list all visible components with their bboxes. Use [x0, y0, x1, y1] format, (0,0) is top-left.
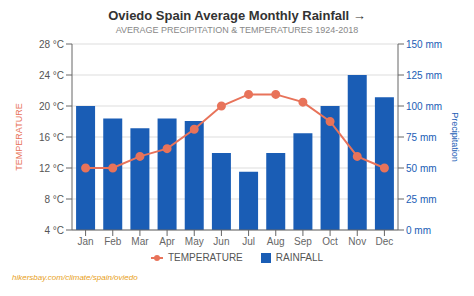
svg-text:Oct: Oct [322, 236, 338, 247]
svg-text:8 °C: 8 °C [44, 194, 64, 205]
svg-text:Dec: Dec [376, 236, 394, 247]
svg-text:100 mm: 100 mm [406, 101, 442, 112]
svg-text:24 °C: 24 °C [39, 70, 64, 81]
html-text:TEMPERATURE: TEMPERATURE [168, 252, 243, 263]
html-text:AVERAGE PRECIPITATION & TEMPER: AVERAGE PRECIPITATION & TEMPERATURES 192… [115, 25, 359, 35]
svg-text:Feb: Feb [104, 236, 122, 247]
svg-text:Precipitation: Precipitation [450, 112, 460, 162]
html-text:Oviedo Spain Average Monthly R: Oviedo Spain Average Monthly Rainfall → [108, 8, 366, 23]
svg-text:150 mm: 150 mm [406, 39, 442, 50]
svg-text:Sep: Sep [294, 236, 312, 247]
svg-text:125 mm: 125 mm [406, 70, 442, 81]
svg-text:28 °C: 28 °C [39, 39, 64, 50]
svg-text:20 °C: 20 °C [39, 101, 64, 112]
svg-text:TEMPERATURE: TEMPERATURE [14, 103, 24, 170]
svg-text:Aug: Aug [267, 236, 285, 247]
svg-text:Jul: Jul [242, 236, 255, 247]
svg-text:Mar: Mar [131, 236, 149, 247]
html-text:hikersbay.com/climate/spain/ov: hikersbay.com/climate/spain/oviedo [12, 273, 138, 282]
svg-text:75 mm: 75 mm [406, 132, 437, 143]
svg-text:Jun: Jun [213, 236, 229, 247]
svg-text:12 °C: 12 °C [39, 163, 64, 174]
svg-text:May: May [185, 236, 204, 247]
svg-text:25 mm: 25 mm [406, 194, 437, 205]
svg-text:Nov: Nov [348, 236, 366, 247]
svg-text:4 °C: 4 °C [44, 225, 64, 236]
svg-text:50 mm: 50 mm [406, 163, 437, 174]
svg-text:0 mm: 0 mm [406, 225, 431, 236]
svg-text:16 °C: 16 °C [39, 132, 64, 143]
svg-text:Apr: Apr [159, 236, 175, 247]
html-text:RAINFALL: RAINFALL [275, 252, 323, 263]
svg-text:Jan: Jan [78, 236, 94, 247]
